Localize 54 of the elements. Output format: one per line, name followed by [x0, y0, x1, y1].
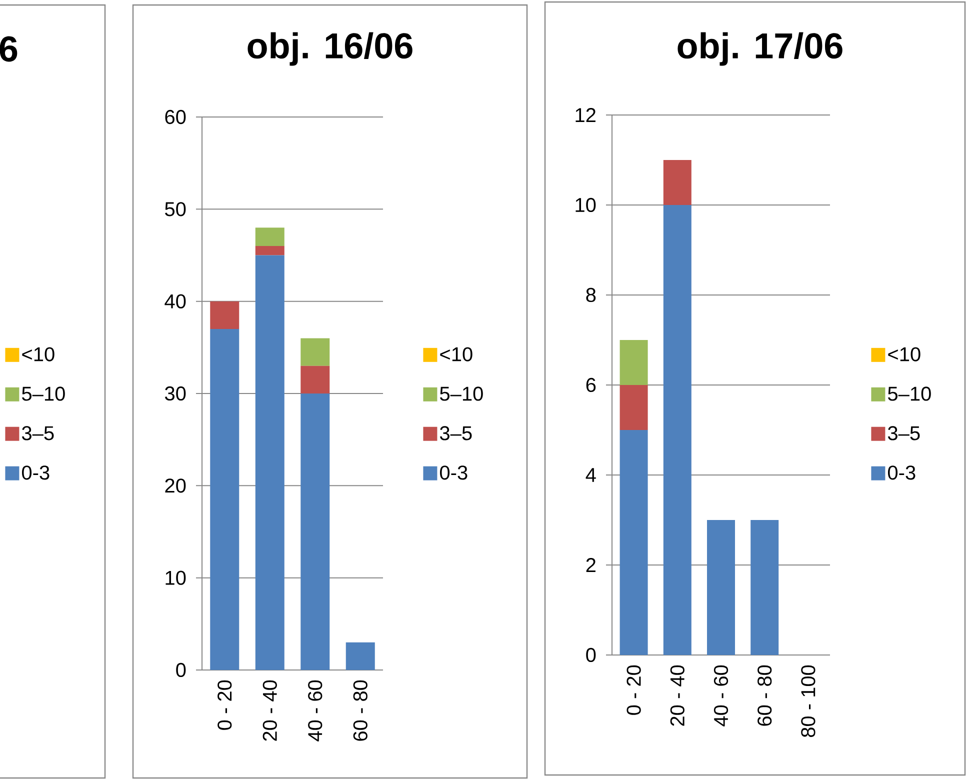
- legend-label: <10: [22, 347, 54, 362]
- y-tick-label: 12: [576, 108, 596, 122]
- legend-label: <10: [440, 347, 472, 362]
- y-tick-label: 50: [165, 202, 186, 216]
- x-tick-label: 80 - 100: [801, 665, 816, 738]
- y-tick-label: 0: [586, 648, 596, 662]
- bar: [620, 384, 648, 430]
- bar: [663, 204, 692, 655]
- x-tick-label: 0 - 20: [218, 680, 232, 730]
- y-tick-label: 8: [586, 288, 596, 302]
- bar: [255, 228, 284, 246]
- x-tick-label: 40 - 60: [714, 665, 728, 726]
- y-tick-label: 6: [586, 378, 596, 392]
- y-tick-label: 30: [164, 386, 186, 401]
- legend-label: 3–5: [440, 426, 472, 440]
- y-tick-label: 0: [176, 662, 186, 678]
- legend-label: 0-3: [888, 466, 916, 480]
- legend-label: <10: [888, 347, 920, 362]
- bar: [707, 520, 735, 655]
- text: 6: [0, 36, 18, 62]
- x-tick-label: 20 - 40: [670, 665, 684, 726]
- legend-label: 0-3: [22, 466, 50, 480]
- x-tick-label: 20 - 40: [262, 680, 277, 741]
- legend-label: 3–5: [888, 426, 920, 440]
- y-tick-label: 10: [166, 570, 186, 585]
- y-tick-label: 60: [165, 110, 186, 124]
- bar: [620, 430, 648, 655]
- bar: [300, 393, 330, 670]
- bar: [300, 338, 330, 366]
- x-tick-label: 40 - 60: [308, 680, 322, 742]
- bar: [255, 246, 284, 256]
- bar: [210, 328, 240, 670]
- bar: [210, 301, 240, 329]
- bar: [300, 366, 330, 394]
- bar: [663, 160, 692, 205]
- x-tick-label: 0 - 20: [626, 665, 641, 715]
- x-tick-label: 60 - 80: [758, 665, 772, 726]
- bar: [255, 255, 284, 670]
- legend-label: 3–5: [22, 426, 54, 440]
- x-tick-label: 60 - 80: [353, 680, 368, 741]
- y-tick-label: 2: [586, 558, 596, 572]
- chart-title: obj. 17/06: [678, 32, 842, 66]
- legend-label: 5–10: [888, 386, 931, 401]
- y-tick-label: 10: [576, 198, 596, 212]
- chart-title: obj. 16/06: [248, 32, 412, 66]
- bar: [750, 520, 779, 655]
- legend-label: 5–10: [22, 386, 65, 401]
- y-tick-label: 20: [165, 478, 186, 493]
- legend-label: 0-3: [440, 466, 468, 480]
- legend-label: 5–10: [440, 386, 483, 401]
- y-tick-label: 40: [164, 294, 186, 308]
- bar: [346, 642, 375, 670]
- bar: [620, 340, 648, 385]
- y-tick-label: 4: [586, 468, 596, 482]
